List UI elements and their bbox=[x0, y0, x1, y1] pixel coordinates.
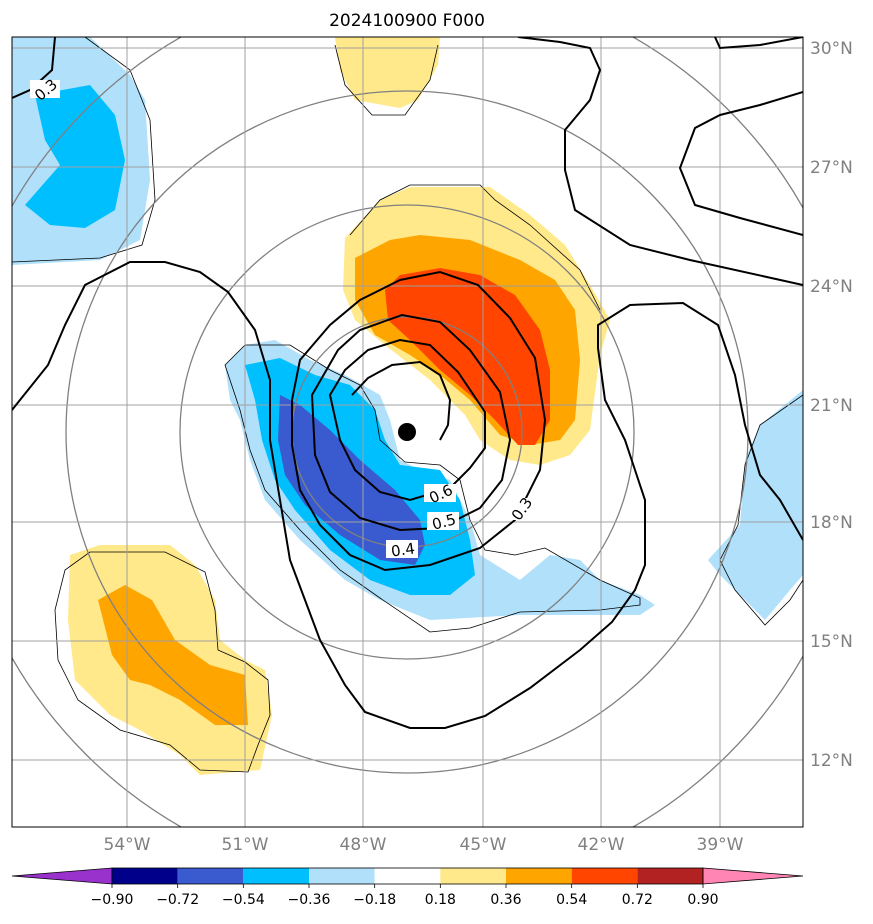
colorbar-tick-label: −0.18 bbox=[353, 892, 396, 908]
contour-0.3-ne-c bbox=[678, 91, 803, 236]
colorbar-segment bbox=[309, 868, 375, 884]
colorbar-segment bbox=[374, 868, 441, 884]
contour-label-group: 0.3 0.6 0.5 0.4 0.3 bbox=[30, 75, 536, 561]
colorbar-segment bbox=[112, 868, 178, 884]
colorbar-tick-label: −0.54 bbox=[222, 892, 265, 908]
colorbar-extend-low bbox=[11, 867, 113, 885]
colorbar-segment bbox=[243, 868, 309, 884]
lat-label: 24°N bbox=[810, 277, 853, 297]
contour-0.3-ne-b bbox=[714, 37, 803, 50]
lat-label: 27°N bbox=[810, 158, 853, 178]
contour-0.4 bbox=[291, 270, 547, 572]
colorbar-segment bbox=[177, 868, 244, 884]
fill-positive-center-core bbox=[385, 268, 550, 445]
contour-0.5 bbox=[310, 313, 512, 532]
lon-label: 45°W bbox=[460, 835, 507, 855]
contour-0.3-ne-a bbox=[517, 37, 803, 286]
colorbar-outline bbox=[111, 867, 704, 885]
colorbar-tick-label: −0.36 bbox=[288, 892, 331, 908]
longitude-labels: 54°W 51°W 48°W 45°W 42°W 39°W bbox=[104, 835, 744, 855]
fill-positive-southwest-core bbox=[98, 585, 248, 725]
contour-label: 0.4 bbox=[390, 539, 416, 560]
colorbar-segment bbox=[637, 868, 703, 884]
lat-label: 30°N bbox=[810, 39, 853, 59]
colorbar: −0.90 −0.72 −0.54 −0.36 −0.18 0.18 0.36 0.54 0.7… bbox=[11, 867, 804, 908]
colorbar-tick-label: 0.18 bbox=[425, 892, 456, 908]
colorbar-segment bbox=[506, 868, 572, 884]
lon-label: 48°W bbox=[340, 835, 387, 855]
storm-center-dot bbox=[398, 423, 416, 441]
contour-label: 0.5 bbox=[430, 510, 458, 534]
lon-label: 39°W bbox=[697, 835, 744, 855]
lat-label: 21°N bbox=[810, 396, 853, 416]
fill-negative-east bbox=[708, 390, 803, 620]
colorbar-tick-label: −0.72 bbox=[156, 892, 199, 908]
plot-frame bbox=[11, 36, 804, 828]
graticule bbox=[12, 37, 803, 827]
map-title: 2024100900 F000 bbox=[329, 11, 485, 31]
contour-0.6 bbox=[328, 338, 486, 502]
lon-label: 54°W bbox=[104, 835, 151, 855]
lat-label: 18°N bbox=[810, 513, 853, 533]
contour-0.6-inner bbox=[351, 360, 452, 441]
colorbar-tick-label: 0.90 bbox=[687, 892, 718, 908]
map-plot-area: 0.3 0.6 0.5 0.4 0.3 bbox=[12, 37, 803, 827]
lon-label: 42°W bbox=[578, 835, 625, 855]
colorbar-extend-high bbox=[702, 867, 804, 885]
colorbar-segment bbox=[440, 868, 506, 884]
lat-label: 12°N bbox=[810, 751, 853, 771]
colorbar-tick-label: 0.72 bbox=[622, 892, 653, 908]
contour-0.3-outer bbox=[12, 261, 803, 729]
contour-lines bbox=[12, 37, 803, 729]
lon-label: 51°W bbox=[222, 835, 269, 855]
fill-positive-north bbox=[335, 37, 440, 108]
colorbar-segment bbox=[571, 868, 638, 884]
colorbar-tick-label: 0.54 bbox=[556, 892, 587, 908]
colorbar-tick-label: −0.90 bbox=[91, 892, 134, 908]
lat-label: 15°N bbox=[810, 632, 853, 652]
colorbar-tick-label: 0.36 bbox=[490, 892, 521, 908]
latitude-labels: 30°N 27°N 24°N 21°N 18°N 15°N 12°N bbox=[810, 39, 853, 771]
fill-negative-nw-core bbox=[25, 85, 125, 228]
